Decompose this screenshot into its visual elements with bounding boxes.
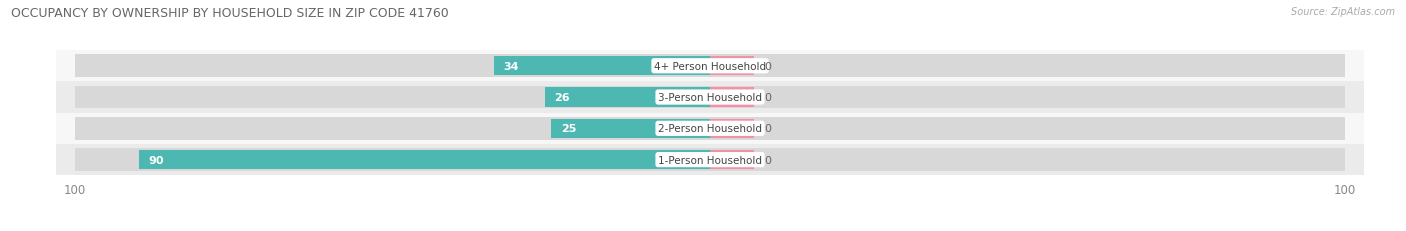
Bar [76, 149, 1344, 171]
Text: 2-Person Household: 2-Person Household [658, 124, 762, 134]
Bar [551, 119, 710, 138]
Text: 90: 90 [148, 155, 163, 165]
Bar [710, 150, 755, 170]
Text: 0: 0 [763, 155, 770, 165]
Bar [710, 57, 755, 76]
Bar [76, 86, 1344, 109]
Bar [56, 51, 1364, 82]
Bar [139, 150, 710, 170]
Bar [710, 88, 755, 107]
Bar [710, 119, 755, 138]
Bar [76, 118, 1344, 140]
Text: 4+ Person Household: 4+ Person Household [654, 61, 766, 71]
Bar [56, 144, 1364, 176]
Bar [56, 82, 1364, 113]
Text: 0: 0 [763, 124, 770, 134]
Text: 34: 34 [503, 61, 519, 71]
Text: 0: 0 [763, 61, 770, 71]
Bar [546, 88, 710, 107]
Bar [495, 57, 710, 76]
Text: 25: 25 [561, 124, 576, 134]
Bar [56, 113, 1364, 144]
Bar [76, 55, 1344, 78]
Text: Source: ZipAtlas.com: Source: ZipAtlas.com [1291, 7, 1395, 17]
Text: 0: 0 [763, 93, 770, 103]
Text: 26: 26 [554, 93, 571, 103]
Text: 3-Person Household: 3-Person Household [658, 93, 762, 103]
Text: OCCUPANCY BY OWNERSHIP BY HOUSEHOLD SIZE IN ZIP CODE 41760: OCCUPANCY BY OWNERSHIP BY HOUSEHOLD SIZE… [11, 7, 449, 20]
Text: 1-Person Household: 1-Person Household [658, 155, 762, 165]
